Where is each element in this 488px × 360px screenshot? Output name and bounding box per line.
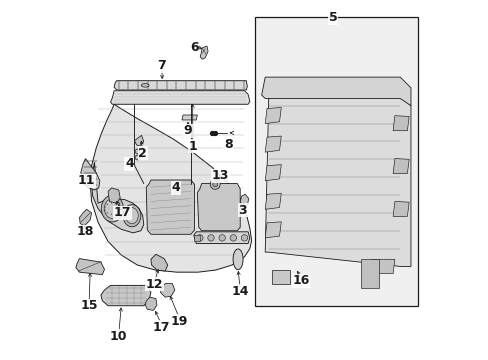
- Text: 15: 15: [80, 299, 98, 312]
- Polygon shape: [240, 194, 248, 206]
- Circle shape: [210, 179, 220, 189]
- Text: 9: 9: [183, 124, 192, 137]
- Polygon shape: [264, 193, 281, 209]
- Text: 17: 17: [153, 321, 170, 334]
- Polygon shape: [272, 270, 290, 284]
- Polygon shape: [91, 162, 143, 233]
- Polygon shape: [264, 108, 281, 123]
- Polygon shape: [76, 258, 104, 275]
- Ellipse shape: [101, 195, 123, 222]
- Text: 8: 8: [224, 139, 232, 152]
- Ellipse shape: [141, 84, 149, 87]
- Circle shape: [241, 235, 247, 241]
- Polygon shape: [371, 259, 394, 274]
- Polygon shape: [90, 102, 251, 272]
- Text: 16: 16: [292, 274, 309, 287]
- Polygon shape: [392, 158, 408, 174]
- Polygon shape: [264, 165, 281, 181]
- Polygon shape: [114, 81, 247, 90]
- Text: 1: 1: [188, 140, 197, 153]
- Text: 4: 4: [125, 157, 134, 170]
- Text: 18: 18: [77, 225, 94, 238]
- Polygon shape: [261, 77, 410, 106]
- Text: 14: 14: [231, 285, 248, 298]
- Text: 5: 5: [328, 11, 337, 24]
- Polygon shape: [145, 297, 157, 310]
- Polygon shape: [160, 284, 175, 297]
- Polygon shape: [264, 95, 410, 266]
- Polygon shape: [193, 232, 249, 244]
- Text: 13: 13: [211, 169, 228, 182]
- Polygon shape: [110, 91, 249, 104]
- Bar: [254, 17, 417, 306]
- Circle shape: [196, 235, 203, 241]
- Text: 10: 10: [110, 330, 127, 343]
- Text: 11: 11: [78, 174, 95, 187]
- Text: 2: 2: [138, 147, 147, 160]
- Polygon shape: [392, 202, 408, 216]
- Ellipse shape: [125, 208, 138, 224]
- Text: 12: 12: [145, 278, 163, 291]
- Circle shape: [212, 182, 217, 187]
- Polygon shape: [146, 180, 194, 234]
- Polygon shape: [392, 116, 408, 131]
- Polygon shape: [151, 254, 167, 271]
- Polygon shape: [108, 188, 120, 203]
- Polygon shape: [101, 285, 151, 306]
- Text: 6: 6: [190, 41, 199, 54]
- Polygon shape: [134, 135, 143, 146]
- Polygon shape: [80, 209, 91, 226]
- Text: 4: 4: [171, 181, 180, 194]
- Polygon shape: [360, 259, 378, 288]
- Polygon shape: [197, 184, 240, 231]
- Text: 19: 19: [170, 315, 188, 328]
- Text: 7: 7: [157, 59, 165, 72]
- Text: 3: 3: [238, 204, 246, 217]
- Polygon shape: [264, 136, 281, 152]
- Polygon shape: [264, 222, 281, 238]
- Circle shape: [219, 235, 225, 241]
- Circle shape: [230, 235, 236, 241]
- Ellipse shape: [233, 249, 243, 270]
- Ellipse shape: [104, 199, 120, 219]
- Circle shape: [207, 235, 214, 241]
- Polygon shape: [81, 158, 100, 190]
- Ellipse shape: [123, 204, 141, 227]
- Polygon shape: [200, 46, 207, 59]
- Text: 17: 17: [113, 206, 131, 219]
- Polygon shape: [182, 115, 197, 120]
